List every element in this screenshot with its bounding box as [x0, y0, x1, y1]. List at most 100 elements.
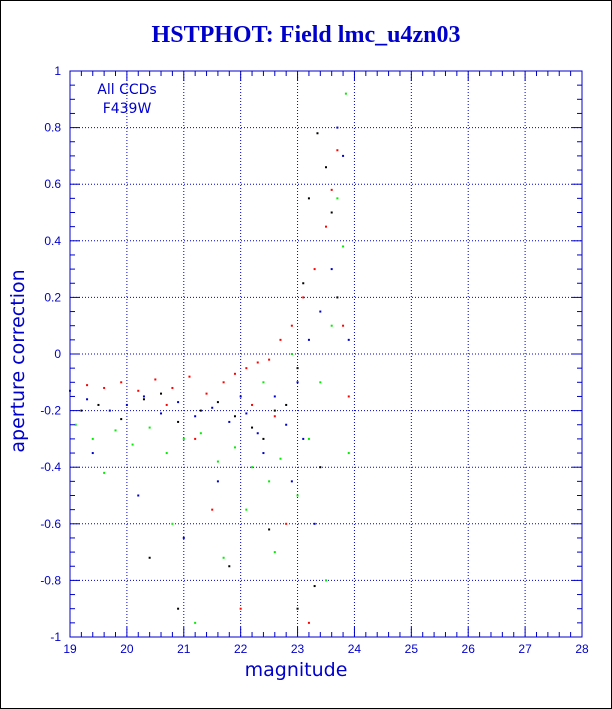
scatter-point [239, 607, 242, 610]
scatter-point [268, 358, 271, 361]
x-tick-label: 28 [575, 642, 589, 656]
scatter-point [325, 166, 327, 169]
scatter-point [285, 403, 288, 406]
scatter-point [313, 522, 316, 525]
scatter-point [148, 426, 151, 429]
y-tick-label: -0.8 [40, 573, 61, 587]
scatter-point [194, 437, 197, 440]
scatter-point [91, 437, 94, 440]
scatter-point [142, 398, 145, 401]
scatter-point [251, 426, 254, 429]
x-tick-label: 21 [177, 642, 191, 656]
scatter-point [262, 437, 265, 440]
scatter-point [131, 443, 134, 446]
scatter-point [302, 437, 305, 440]
scatter-point [307, 197, 310, 200]
scatter-point [86, 384, 89, 387]
scatter-point [120, 418, 123, 421]
scatter-point [216, 401, 219, 404]
scatter-point [347, 395, 350, 398]
y-tick-label: 0 [54, 347, 61, 361]
scatter-point [268, 528, 271, 531]
x-tick-label: 25 [405, 642, 419, 656]
scatter-point [86, 398, 89, 401]
scatter-point [273, 415, 276, 418]
annotation-ccds: All CCDs [97, 82, 156, 98]
scatter-point [211, 508, 214, 511]
scatter-point [319, 310, 322, 313]
scatter-point [216, 460, 219, 463]
scatter-point [319, 381, 322, 384]
scatter-point [245, 412, 248, 415]
scatter-point [222, 556, 225, 559]
scatter-point [251, 403, 254, 406]
scatter-point [188, 375, 191, 378]
scatter-point [302, 296, 305, 299]
scatter-point [285, 522, 288, 525]
scatter-point [296, 367, 299, 370]
y-tick-label: 0.8 [44, 121, 61, 135]
scatter-point [97, 403, 100, 406]
scatter-point [296, 607, 299, 610]
scatter-point [296, 381, 299, 384]
scatter-point [142, 395, 145, 398]
scatter-point [342, 324, 345, 327]
scatter-point [342, 245, 345, 248]
axis-ticks [69, 70, 583, 638]
scatter-point [211, 406, 214, 409]
x-tick-label: 23 [291, 642, 305, 656]
y-axis-label: aperture correction [7, 269, 29, 452]
y-tick-label: -1 [50, 630, 61, 644]
scatter-point [336, 296, 339, 299]
scatter-point [228, 420, 231, 423]
scatter-point [160, 412, 163, 415]
scatter-point [182, 437, 185, 440]
scatter-point [344, 92, 347, 95]
scatter-point [290, 324, 293, 327]
scatter-point [302, 282, 305, 285]
scatter-point [245, 508, 248, 511]
scatter-point [279, 338, 282, 341]
x-tick-label: 22 [234, 642, 248, 656]
y-tick-label: 0.6 [44, 177, 61, 191]
grid-lines [70, 71, 582, 637]
scatter-point [330, 268, 333, 271]
scatter-point [347, 338, 350, 341]
y-tick-labels: -1 -0.8 -0.6 -0.4 -0.2 0 0.2 0.4 0.6 0.8 1 [40, 64, 61, 644]
scatter-point [177, 420, 180, 423]
scatter-point [273, 395, 276, 398]
scatter-point [336, 126, 339, 129]
scatter-point [256, 432, 259, 435]
scatter-point [194, 621, 197, 624]
scatter-point [330, 188, 333, 191]
scatter-point [137, 494, 140, 497]
scatter-point [325, 579, 327, 582]
scatter-point [313, 268, 316, 271]
scatter-point [80, 409, 83, 412]
scatter-point [313, 585, 316, 588]
scatter-point [273, 551, 276, 554]
y-tick-label: 1 [54, 64, 61, 78]
scatter-point [103, 386, 106, 389]
scatter-point [319, 466, 322, 469]
y-tick-label: 0.2 [44, 290, 61, 304]
scatter-point [347, 452, 350, 455]
scatter-point [342, 154, 345, 157]
x-tick-label: 20 [120, 642, 134, 656]
x-tick-label: 19 [63, 642, 77, 656]
scatter-point [216, 480, 219, 483]
x-tick-label: 27 [518, 642, 532, 656]
scatter-point [199, 409, 202, 412]
scatter-point [233, 446, 236, 449]
scatter-point [290, 480, 293, 483]
scatter-point [165, 452, 168, 455]
scatter-point [330, 324, 333, 327]
scatter-point [194, 415, 197, 418]
scatter-point [330, 211, 333, 214]
scatter-point [251, 466, 254, 469]
scatter-point [108, 409, 111, 412]
scatter-point [325, 225, 327, 228]
scatter-point [148, 556, 151, 559]
scatter-point [336, 149, 339, 152]
scatter-point [296, 494, 299, 497]
